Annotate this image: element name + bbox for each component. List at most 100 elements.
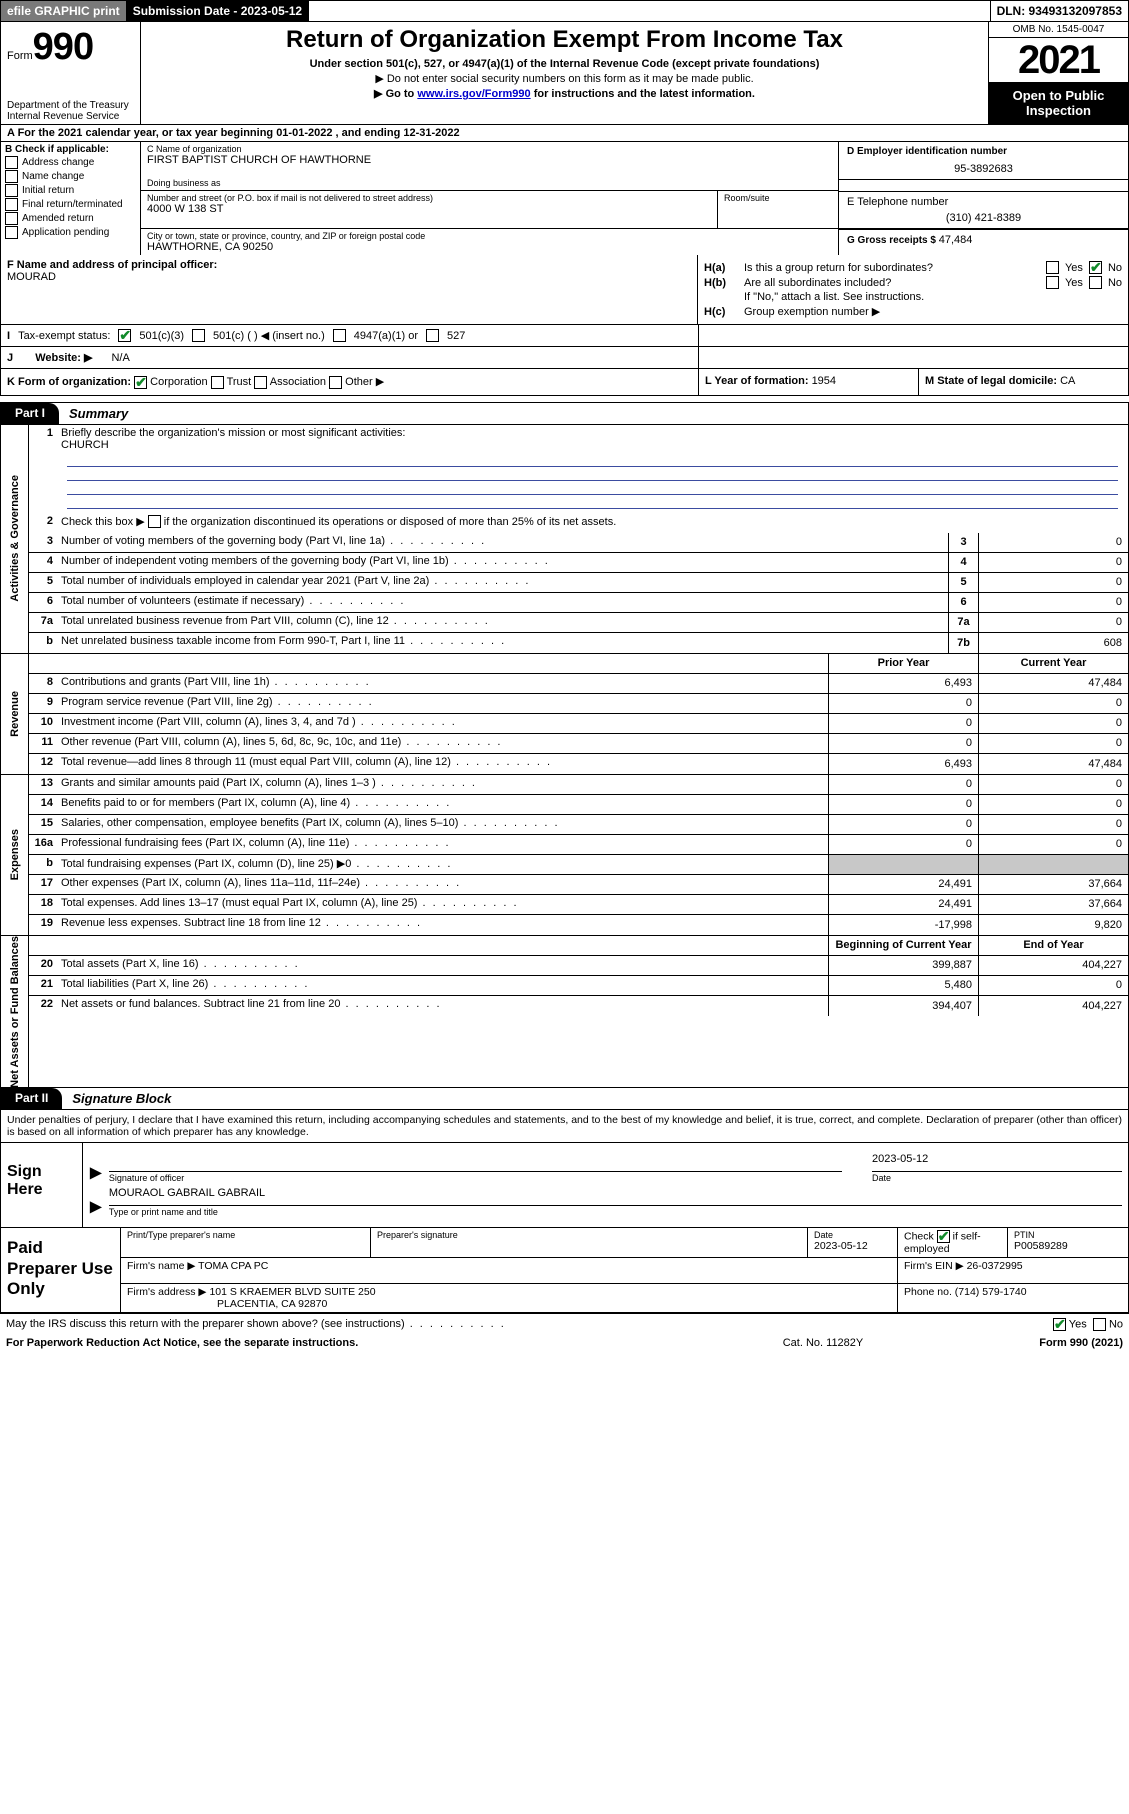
open-public-badge: Open to Public Inspection [989, 82, 1128, 124]
prep-date: 2023-05-12 [814, 1240, 891, 1252]
gross-label: G Gross receipts $ [847, 235, 939, 246]
chk-address-change[interactable] [5, 156, 18, 169]
room-label: Room/suite [724, 193, 832, 203]
footer: For Paperwork Reduction Act Notice, see … [0, 1335, 1129, 1359]
hb-no[interactable] [1089, 276, 1102, 289]
hdr-current-year: Current Year [978, 654, 1128, 673]
discuss-row: May the IRS discuss this return with the… [0, 1313, 1129, 1335]
irs-link[interactable]: www.irs.gov/Form990 [417, 88, 530, 100]
chk-other[interactable] [329, 376, 342, 389]
top-bar: efile GRAPHIC print Submission Date - 20… [0, 0, 1129, 22]
subtitle-1: Under section 501(c), 527, or 4947(a)(1)… [149, 58, 980, 70]
city-value: HAWTHORNE, CA 90250 [147, 241, 832, 253]
hb-yes[interactable] [1046, 276, 1059, 289]
paid-preparer-label: Paid Preparer Use Only [1, 1228, 121, 1312]
mission-text: CHURCH [61, 439, 109, 451]
col-b-header: B Check if applicable: [5, 144, 136, 155]
row-h-spacer [698, 325, 1128, 346]
summary-row: 10Investment income (Part VIII, column (… [29, 714, 1128, 734]
chk-final-return[interactable] [5, 198, 18, 211]
part1-header: Part I Summary [0, 402, 1129, 425]
vtab-expenses: Expenses [9, 829, 21, 880]
cat-no: Cat. No. 11282Y [723, 1337, 923, 1349]
row-j-spacer [698, 347, 1128, 368]
city-label: City or town, state or province, country… [147, 231, 832, 241]
sig-date-value: 2023-05-12 [872, 1153, 1122, 1171]
vtab-net: Net Assets or Fund Balances [9, 936, 21, 1088]
chk-501c3[interactable] [118, 329, 131, 342]
org-name-label: C Name of organization [147, 144, 832, 154]
officer-printed-name: MOURAOL GABRAIL GABRAIL [109, 1187, 1122, 1205]
row-klm: K Form of organization: Corporation Trus… [0, 369, 1129, 396]
hc-text: Group exemption number ▶ [744, 305, 880, 318]
omb-number: OMB No. 1545-0047 [989, 22, 1128, 38]
summary-row: 6Total number of volunteers (estimate if… [29, 593, 1128, 613]
org-name: FIRST BAPTIST CHURCH OF HAWTHORNE [147, 154, 832, 166]
ha-no[interactable] [1089, 261, 1102, 274]
state-domicile: CA [1060, 375, 1075, 387]
ha-yes[interactable] [1046, 261, 1059, 274]
part1-tab: Part I [1, 403, 59, 424]
summary-row: 22Net assets or fund balances. Subtract … [29, 996, 1128, 1016]
summary-row: 21Total liabilities (Part X, line 26)5,4… [29, 976, 1128, 996]
summary-row: 14Benefits paid to or for members (Part … [29, 795, 1128, 815]
firm-address: 101 S KRAEMER BLVD SUITE 250 [209, 1286, 375, 1298]
summary-row: 3Number of voting members of the governi… [29, 533, 1128, 553]
website-value: N/A [111, 352, 129, 364]
chk-discontinued[interactable] [148, 515, 161, 528]
discuss-yes[interactable] [1053, 1318, 1066, 1331]
street-label: Number and street (or P.O. box if mail i… [147, 193, 711, 203]
efile-button[interactable]: efile GRAPHIC print [1, 1, 127, 21]
subtitle-2: ▶ Do not enter social security numbers o… [149, 72, 980, 85]
submission-date: Submission Date - 2023-05-12 [127, 1, 309, 21]
tax-year: 2021 [989, 38, 1128, 82]
summary-row: 15Salaries, other compensation, employee… [29, 815, 1128, 835]
chk-corp[interactable] [134, 376, 147, 389]
header-left: Form990 Department of the Treasury Inter… [1, 22, 141, 124]
part2-title: Signature Block [62, 1088, 181, 1109]
chk-4947[interactable] [333, 329, 346, 342]
firm-city: PLACENTIA, CA 92870 [127, 1298, 327, 1310]
block-bcd: B Check if applicable: Address change Na… [0, 142, 1129, 255]
header-mid: Return of Organization Exempt From Incom… [141, 22, 988, 124]
hdr-prior-year: Prior Year [828, 654, 978, 673]
firm-phone: (714) 579-1740 [955, 1286, 1027, 1298]
vtab-governance: Activities & Governance [9, 475, 21, 602]
firm-ein: 26-0372995 [967, 1260, 1023, 1272]
dln: DLN: 93493132097853 [991, 1, 1128, 21]
hb-note: If "No," attach a list. See instructions… [744, 291, 924, 303]
discuss-no[interactable] [1093, 1318, 1106, 1331]
summary-row: 16aProfessional fundraising fees (Part I… [29, 835, 1128, 855]
chk-assoc[interactable] [254, 376, 267, 389]
chk-self-employed[interactable] [937, 1230, 950, 1243]
chk-501c[interactable] [192, 329, 205, 342]
chk-amended[interactable] [5, 212, 18, 225]
chk-application-pending[interactable] [5, 226, 18, 239]
year-formation: 1954 [812, 375, 836, 387]
hdr-beginning-year: Beginning of Current Year [828, 936, 978, 955]
summary-row: 7aTotal unrelated business revenue from … [29, 613, 1128, 633]
summary-row: 20Total assets (Part X, line 16)399,8874… [29, 956, 1128, 976]
chk-initial-return[interactable] [5, 184, 18, 197]
summary-row: 17Other expenses (Part IX, column (A), l… [29, 875, 1128, 895]
firm-name: TOMA CPA PC [198, 1260, 268, 1272]
summary-row: 11Other revenue (Part VIII, column (A), … [29, 734, 1128, 754]
chk-527[interactable] [426, 329, 439, 342]
header-right: OMB No. 1545-0047 2021 Open to Public In… [988, 22, 1128, 124]
hb-text: Are all subordinates included? [744, 277, 1040, 289]
printed-name-label: Type or print name and title [109, 1205, 1122, 1217]
sig-arrow-icon: ▶ [90, 1163, 102, 1182]
summary-row: 5Total number of individuals employed in… [29, 573, 1128, 593]
main-title: Return of Organization Exempt From Incom… [149, 26, 980, 54]
chk-trust[interactable] [211, 376, 224, 389]
summary-row: 9Program service revenue (Part VIII, lin… [29, 694, 1128, 714]
ein-label: D Employer identification number [847, 146, 1120, 157]
sign-here-label: Sign Here [1, 1143, 83, 1227]
summary-row: 4Number of independent voting members of… [29, 553, 1128, 573]
chk-name-change[interactable] [5, 170, 18, 183]
topbar-spacer [309, 1, 990, 21]
form-header: Form990 Department of the Treasury Inter… [0, 22, 1129, 125]
summary-row: 12Total revenue—add lines 8 through 11 (… [29, 754, 1128, 774]
row-a-tax-year: A For the 2021 calendar year, or tax yea… [0, 125, 1129, 142]
dba-label: Doing business as [147, 178, 832, 188]
